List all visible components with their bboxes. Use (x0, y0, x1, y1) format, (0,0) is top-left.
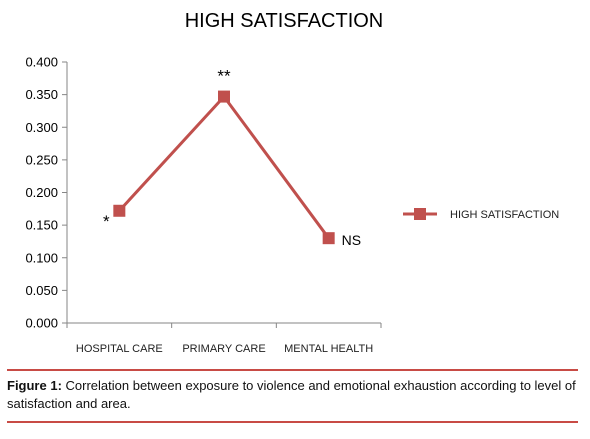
line-chart: HIGH SATISFACTION 0.0000.0500.1000.1500.… (25, 10, 559, 355)
point-annotation: * (103, 212, 110, 231)
x-tick-label: MENTAL HEALTH (284, 343, 373, 355)
y-tick-label: 0.400 (25, 55, 58, 70)
figure-caption: Figure 1: Correlation between exposure t… (7, 377, 582, 413)
data-point (113, 204, 126, 217)
legend-label: HIGH SATISFACTION (450, 209, 559, 221)
y-tick-label: 0.250 (25, 152, 58, 167)
x-tick-label: PRIMARY CARE (182, 343, 265, 355)
x-axis: HOSPITAL CARE PRIMARY CARE MENTAL HEALTH (66, 322, 382, 355)
caption-label: Figure 1: (7, 378, 62, 393)
y-tick-label: 0.200 (25, 185, 58, 200)
y-tick-label: 0.150 (25, 218, 58, 233)
point-annotation: NS (342, 232, 361, 248)
series-line (118, 95, 330, 240)
caption-text: Correlation between exposure to violence… (7, 378, 576, 411)
caption-top-rule (7, 369, 578, 371)
series-group (113, 90, 335, 245)
y-tick-label: 0.350 (25, 87, 58, 102)
y-tick-label: 0.100 (25, 250, 58, 265)
point-annotation: ** (217, 67, 231, 86)
y-axis: 0.000 0.050 0.100 0.150 0.200 0.250 0.300 0.350… (25, 55, 68, 331)
caption-bottom-rule (7, 421, 578, 423)
data-point (218, 90, 230, 103)
annotations: ***NS (103, 67, 361, 249)
x-tick-label: HOSPITAL CARE (76, 343, 163, 355)
legend: HIGH SATISFACTION (403, 208, 559, 221)
y-tick-label: 0.300 (25, 120, 58, 135)
chart-title: HIGH SATISFACTION (185, 10, 384, 32)
legend-marker (414, 208, 426, 220)
data-point (322, 232, 335, 245)
y-tick-label: 0.000 (25, 316, 58, 331)
y-tick-label: 0.050 (25, 283, 58, 298)
